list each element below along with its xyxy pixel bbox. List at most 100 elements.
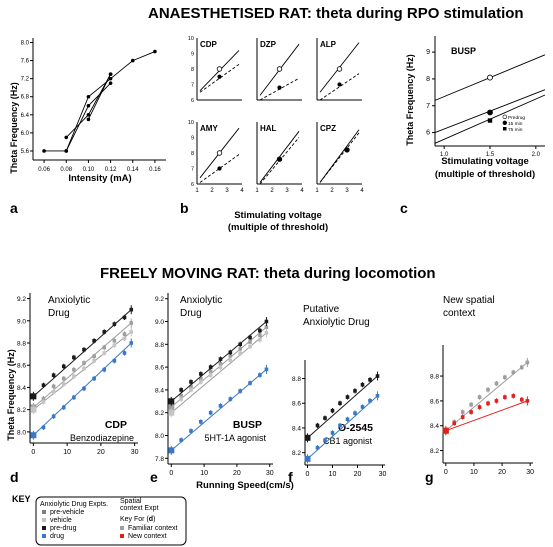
panel-c-ytick-label: 8 bbox=[426, 76, 430, 83]
panel-f-ytick-label: 8.2 bbox=[292, 450, 301, 457]
panel-d-vehicle-point bbox=[41, 400, 46, 404]
panel-e-vehicle-point bbox=[218, 365, 223, 369]
panel-g-new-context-fit-line bbox=[445, 400, 528, 432]
key-marker-familiar-context bbox=[120, 526, 124, 530]
panel-d-ytick-label: 8.4 bbox=[17, 385, 26, 392]
panel-b-letter: b bbox=[180, 200, 189, 216]
panel-e-pre-vehicle-point bbox=[168, 404, 175, 410]
panel-d-class: Benzodiazepine bbox=[70, 433, 134, 443]
panel-g-familiar-context-point bbox=[477, 395, 482, 399]
panel-e-pre-vehicle-point bbox=[248, 340, 252, 344]
panel-e-vehicle-point bbox=[179, 397, 183, 401]
panel-e-vehicle-point bbox=[168, 409, 175, 416]
panel-c-legend-marker bbox=[502, 120, 507, 126]
key-col1-header: Anxiolytic Drug Expts. bbox=[40, 501, 108, 508]
panel-b-amy-pre-point bbox=[216, 150, 223, 156]
panel-g-familiar-context-point bbox=[525, 360, 530, 365]
panel-e-drug-point bbox=[264, 367, 269, 372]
panel-d-pre-vehicle-point bbox=[92, 354, 96, 359]
panel-f-pre-drug-point bbox=[368, 377, 372, 382]
panel-d-pre-vehicle-point bbox=[122, 332, 127, 336]
panel-b-cdp-label: CDP bbox=[200, 40, 218, 49]
bottom-title: FREELY MOVING RAT: theta during locomoti… bbox=[100, 265, 436, 282]
panel-b-alp-label: ALP bbox=[320, 40, 337, 49]
panel-a-point bbox=[42, 149, 46, 153]
panel-a-point bbox=[130, 58, 135, 63]
panel-d-xtick-label: 10 bbox=[63, 449, 71, 456]
panel-a-ytick-label: 7.6 bbox=[21, 59, 30, 65]
panel-d-ytick-label: 8.6 bbox=[17, 363, 26, 370]
panel-f-pre-drug-point bbox=[338, 401, 342, 406]
key-label-drug: drug bbox=[50, 533, 64, 540]
panel-f-pre-drug-point bbox=[375, 374, 380, 378]
panel-g-new-context-point bbox=[477, 405, 482, 409]
panel-b-cdp-pre-point bbox=[216, 66, 223, 72]
panel-c-xlabel-2: (multiple of threshold) bbox=[435, 169, 535, 180]
panel-e-header-1: Anxiolytic bbox=[180, 295, 222, 306]
panel-e-drug-point bbox=[199, 420, 203, 424]
panel-e-pre-vehicle-point bbox=[238, 347, 242, 351]
panel-b-hal-xtick-label: 3 bbox=[285, 188, 289, 194]
panel-d-ytick-label: 9.0 bbox=[17, 318, 26, 325]
panel-d-pre-vehicle-point bbox=[41, 396, 46, 401]
panel-f-pre-drug-point bbox=[345, 395, 350, 399]
panel-d-pre-drug-point bbox=[72, 355, 76, 360]
panel-a-xtick-label: 0.06 bbox=[38, 167, 50, 173]
panel-e-vehicle-point bbox=[248, 344, 252, 349]
panel-d-pre-drug-point bbox=[41, 383, 46, 388]
panel-e-drug-point bbox=[168, 447, 175, 454]
panel-e-vehicle-point bbox=[199, 380, 203, 384]
panel-f-header-2: Anxiolytic Drug bbox=[303, 317, 370, 328]
panel-e-pre-vehicle-point bbox=[189, 384, 193, 389]
panel-b-amy-ytick-label: 9 bbox=[191, 136, 194, 142]
key-label-vehicle: vehicle bbox=[50, 517, 72, 524]
panel-a-point bbox=[108, 72, 113, 76]
panel-e-pre-vehicle-point bbox=[258, 333, 262, 337]
panel-f-ytick-label: 8.8 bbox=[292, 376, 301, 383]
panel-b-cpz-label: CPZ bbox=[320, 124, 336, 133]
panel-e-xtick-label: 0 bbox=[169, 470, 173, 477]
panel-a-xtick-label: 0.12 bbox=[105, 167, 117, 173]
panel-e-header-2: Drug bbox=[180, 308, 202, 319]
panel-g-letter: g bbox=[425, 469, 434, 485]
panel-b-dzp-drug-point bbox=[277, 85, 282, 90]
panel-f-pre-drug-point bbox=[353, 389, 357, 393]
panel-e-pre-vehicle-point bbox=[199, 376, 203, 381]
panel-e-drug-point bbox=[238, 389, 242, 393]
panel-b-alp-pre-point bbox=[336, 66, 343, 72]
panel-e-vehicle-point bbox=[208, 373, 213, 377]
key-label-pre-drug: pre-drug bbox=[50, 525, 77, 532]
panel-b-xlabel-2: (multiple of threshold) bbox=[228, 222, 328, 233]
panel-d-drug-point bbox=[112, 358, 117, 363]
panel-d-header-1: Anxiolytic bbox=[48, 295, 90, 306]
panel-e-pre-vehicle-point bbox=[179, 393, 183, 398]
panel-f-ytick-label: 8.4 bbox=[292, 425, 301, 432]
panel-d-ylabel: Theta Frequency (Hz) bbox=[6, 349, 16, 441]
panel-g-new-context-point bbox=[511, 394, 516, 398]
panel-d-vehicle-fit-line bbox=[33, 331, 132, 411]
panel-e-drug-point bbox=[228, 397, 233, 401]
panel-g-familiar-context-point bbox=[503, 375, 507, 380]
panel-a-ytick-label: 8.0 bbox=[21, 41, 30, 47]
panel-b-cpz-xtick-label: 1 bbox=[315, 188, 319, 194]
panel-c-xlabel-1: Stimulating voltage bbox=[441, 156, 529, 167]
panel-e-drug-point bbox=[208, 410, 213, 415]
panel-a-ylabel: Theta Frequency (Hz) bbox=[9, 82, 19, 174]
panel-f-drug-point bbox=[368, 398, 372, 403]
panel-d-drug-point bbox=[92, 376, 96, 381]
panel-b-cdp-drug-line bbox=[199, 63, 240, 93]
panel-g-familiar-context-point bbox=[494, 381, 499, 386]
panel-f-drug-point bbox=[375, 394, 380, 398]
panel-e-drug-point bbox=[248, 381, 252, 385]
panel-d-pre-vehicle-point bbox=[72, 367, 76, 372]
panel-e-pre-drug-point bbox=[168, 398, 175, 405]
key-col2-header-2: context Expt bbox=[120, 505, 159, 512]
panel-f-xtick-label: 30 bbox=[379, 471, 387, 478]
panel-e-ytick-label: 8.8 bbox=[155, 342, 164, 349]
panel-f-pre-drug-point bbox=[323, 416, 327, 420]
panel-b-cdp-drug-point bbox=[217, 74, 222, 79]
panel-d-header-2: Drug bbox=[48, 308, 70, 319]
panel-a-series-line bbox=[88, 73, 111, 120]
panel-d-pre-vehicle-fit-line bbox=[33, 322, 132, 408]
